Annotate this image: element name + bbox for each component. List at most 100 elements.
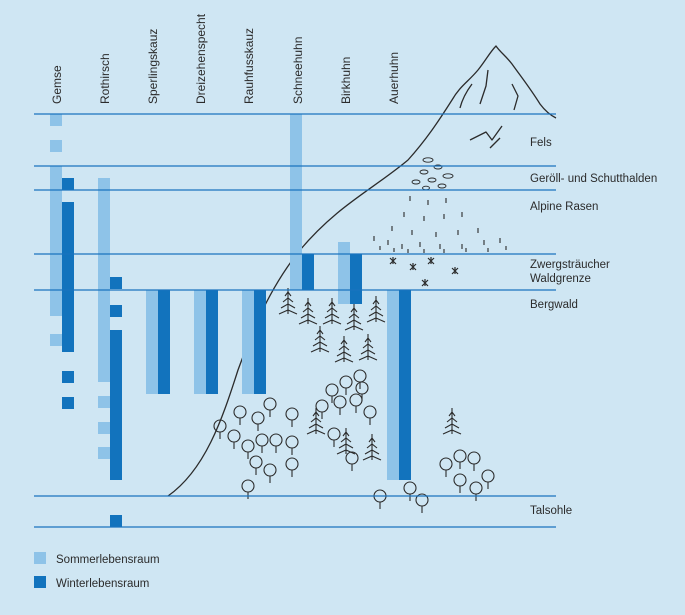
broadleaf-tree [453, 473, 467, 487]
grass-tufts [373, 196, 507, 253]
header-rothirsch: Rothirsch [98, 53, 112, 104]
broadleaf-tree [249, 455, 263, 469]
pebble [437, 183, 447, 189]
broadleaf-tree [339, 375, 353, 389]
bar-schneehuhn-winter [302, 254, 314, 290]
conifer-tree [344, 304, 364, 331]
bar-gemse-summer [50, 114, 62, 126]
bar-rauhfusskauz-summer [242, 290, 254, 394]
bar-rothirsch-summer [98, 447, 110, 459]
bar-gemse-summer [50, 166, 62, 316]
header-schneehuhn: Schneehuhn [291, 37, 305, 104]
bar-birkhuhn-winter [350, 254, 362, 304]
broadleaf-tree [241, 439, 255, 453]
legend-winter-label: Winterlebensraum [56, 578, 149, 590]
alpine-grass [373, 196, 507, 253]
zone-labels: Fels Geröll- und Schutthalden Alpine Ras… [530, 137, 657, 517]
bar-rothirsch-winter [110, 330, 122, 480]
broadleaf-tree [285, 435, 299, 449]
bar-dreizehenspecht-winter [206, 290, 218, 394]
legend: Sommerlebensraum Winterlebensraum [34, 552, 160, 590]
bar-birkhuhn-summer [338, 242, 350, 304]
broadleaf-tree [285, 407, 299, 421]
habitat-bars [50, 114, 411, 527]
broadleaf-tree [439, 457, 453, 471]
legend-winter-swatch [34, 576, 46, 588]
pebble [427, 177, 437, 183]
bar-gemse-winter [62, 397, 74, 409]
bar-rothirsch-summer [98, 396, 110, 408]
broadleaf-tree [233, 405, 247, 419]
conifer-trees [278, 288, 462, 461]
bar-gemse-winter [62, 202, 74, 352]
pebble [411, 179, 421, 185]
broadleaf-tree [251, 411, 265, 425]
bar-rothirsch-summer [98, 422, 110, 434]
zone-lines [34, 113, 556, 528]
bar-sperlingskauz-winter [158, 290, 170, 394]
header-birkhuhn: Birkhuhn [339, 57, 353, 104]
broadleaf-tree [363, 405, 377, 419]
conifer-tree [336, 428, 356, 455]
broadleaf-tree [285, 457, 299, 471]
conifer-tree [362, 434, 382, 461]
broadleaf-tree [241, 479, 255, 493]
conifer-tree [366, 296, 386, 323]
conifer-tree [306, 408, 326, 435]
shrub-mark [451, 267, 459, 275]
bar-gemse-summer [50, 140, 62, 152]
zone-label-fels: Fels [530, 137, 552, 149]
pebble [422, 157, 434, 163]
legend-summer-label: Sommerlebensraum [56, 554, 160, 566]
bar-dreizehenspecht-summer [194, 290, 206, 394]
conifer-tree [310, 326, 330, 353]
broadleaf-tree [469, 481, 483, 495]
zone-label-waldgrenze: Waldgrenze [530, 273, 591, 285]
conifer-tree [334, 336, 354, 363]
broadleaf-tree [255, 433, 269, 447]
rock-crack-4 [469, 125, 503, 141]
broadleaf-tree [467, 451, 481, 465]
header-rauhfusskauz: Rauhfusskauz [242, 28, 256, 104]
shrub-mark [389, 257, 397, 265]
conifer-tree [278, 288, 298, 315]
shrub-mark [421, 279, 429, 287]
dwarf-shrubs [389, 257, 459, 287]
broadleaf-tree [325, 383, 339, 397]
broadleaf-tree [481, 469, 495, 483]
broadleaf-tree [263, 397, 277, 411]
broadleaf-tree [353, 369, 367, 383]
bar-gemse-winter [62, 371, 74, 383]
zone-label-zwergstraeucher: Zwergsträucher [530, 259, 610, 271]
bar-schneehuhn-summer [290, 114, 302, 290]
pebble [442, 173, 454, 179]
bar-rothirsch-summer [98, 178, 110, 382]
rock-crack-2 [479, 69, 489, 105]
pebble [433, 164, 443, 170]
bar-gemse-winter [62, 178, 74, 190]
species-headers: Gemse Rothirsch Sperlingskauz Dreizehens… [50, 13, 401, 104]
broadleaf-tree [227, 429, 241, 443]
header-sperlingskauz: Sperlingskauz [146, 29, 160, 104]
broadleaf-tree [333, 395, 347, 409]
broadleaf-tree [403, 481, 417, 495]
broadleaf-tree [269, 433, 283, 447]
bar-rothirsch-winter [110, 305, 122, 317]
shrub-mark [409, 263, 417, 271]
bar-rauhfusskauz-winter [254, 290, 266, 394]
zone-label-alpine-rasen: Alpine Rasen [530, 201, 598, 213]
bar-auerhuhn-summer [387, 290, 399, 480]
bar-rothirsch-winter [110, 515, 122, 527]
conifer-tree [298, 298, 318, 325]
rock-crack-5 [489, 137, 501, 149]
broadleaf-tree [453, 449, 467, 463]
bar-gemse-summer [50, 334, 62, 346]
shrub-mark [427, 257, 435, 265]
scree-pebbles [411, 157, 454, 191]
pebble [422, 185, 430, 191]
zone-label-bergwald: Bergwald [530, 299, 578, 311]
broadleaf-tree [355, 381, 369, 395]
bar-sperlingskauz-summer [146, 290, 158, 394]
